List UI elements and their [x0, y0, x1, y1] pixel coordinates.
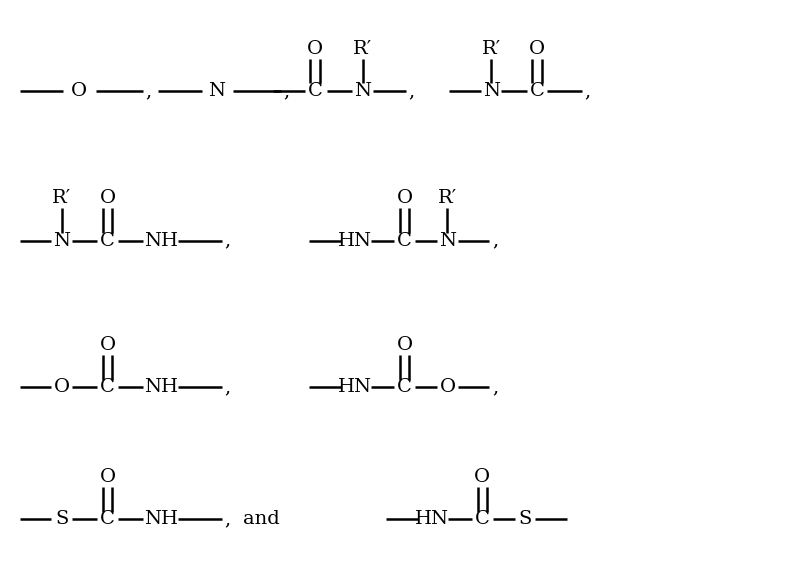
Text: C: C — [398, 379, 412, 396]
Text: ,: , — [584, 82, 591, 100]
Text: ,: , — [224, 232, 230, 249]
Text: O: O — [397, 336, 413, 354]
Text: C: C — [101, 379, 115, 396]
Text: R′: R′ — [353, 40, 372, 58]
Text: O: O — [100, 468, 116, 486]
Text: N: N — [208, 82, 226, 100]
Text: S: S — [519, 511, 531, 528]
Text: and: and — [243, 511, 280, 528]
Text: O: O — [529, 40, 545, 58]
Text: ,: , — [409, 82, 415, 100]
Text: R′: R′ — [438, 190, 457, 207]
Text: N: N — [482, 82, 500, 100]
Text: R′: R′ — [52, 190, 71, 207]
Text: O: O — [440, 379, 455, 396]
Text: NH: NH — [144, 232, 177, 249]
Text: C: C — [308, 82, 322, 100]
Text: N: N — [439, 232, 456, 249]
Text: N: N — [53, 232, 70, 249]
Text: R′: R′ — [482, 40, 501, 58]
Text: ,: , — [492, 232, 498, 249]
Text: ,: , — [492, 379, 498, 396]
Text: O: O — [100, 190, 116, 207]
Text: ,: , — [224, 511, 230, 528]
Text: HN: HN — [416, 511, 449, 528]
Text: O: O — [474, 468, 490, 486]
Text: O: O — [397, 190, 413, 207]
Text: NH: NH — [144, 379, 177, 396]
Text: O: O — [71, 82, 87, 100]
Text: NH: NH — [144, 511, 177, 528]
Text: C: C — [475, 511, 489, 528]
Text: C: C — [101, 232, 115, 249]
Text: C: C — [101, 511, 115, 528]
Text: O: O — [54, 379, 70, 396]
Text: O: O — [100, 336, 116, 354]
Text: ,: , — [224, 379, 230, 396]
Text: HN: HN — [338, 232, 371, 249]
Text: ,: , — [145, 82, 151, 100]
Text: C: C — [398, 232, 412, 249]
Text: C: C — [530, 82, 544, 100]
Text: S: S — [55, 511, 68, 528]
Text: ,: , — [284, 82, 290, 100]
Text: N: N — [354, 82, 371, 100]
Text: O: O — [307, 40, 323, 58]
Text: HN: HN — [338, 379, 371, 396]
